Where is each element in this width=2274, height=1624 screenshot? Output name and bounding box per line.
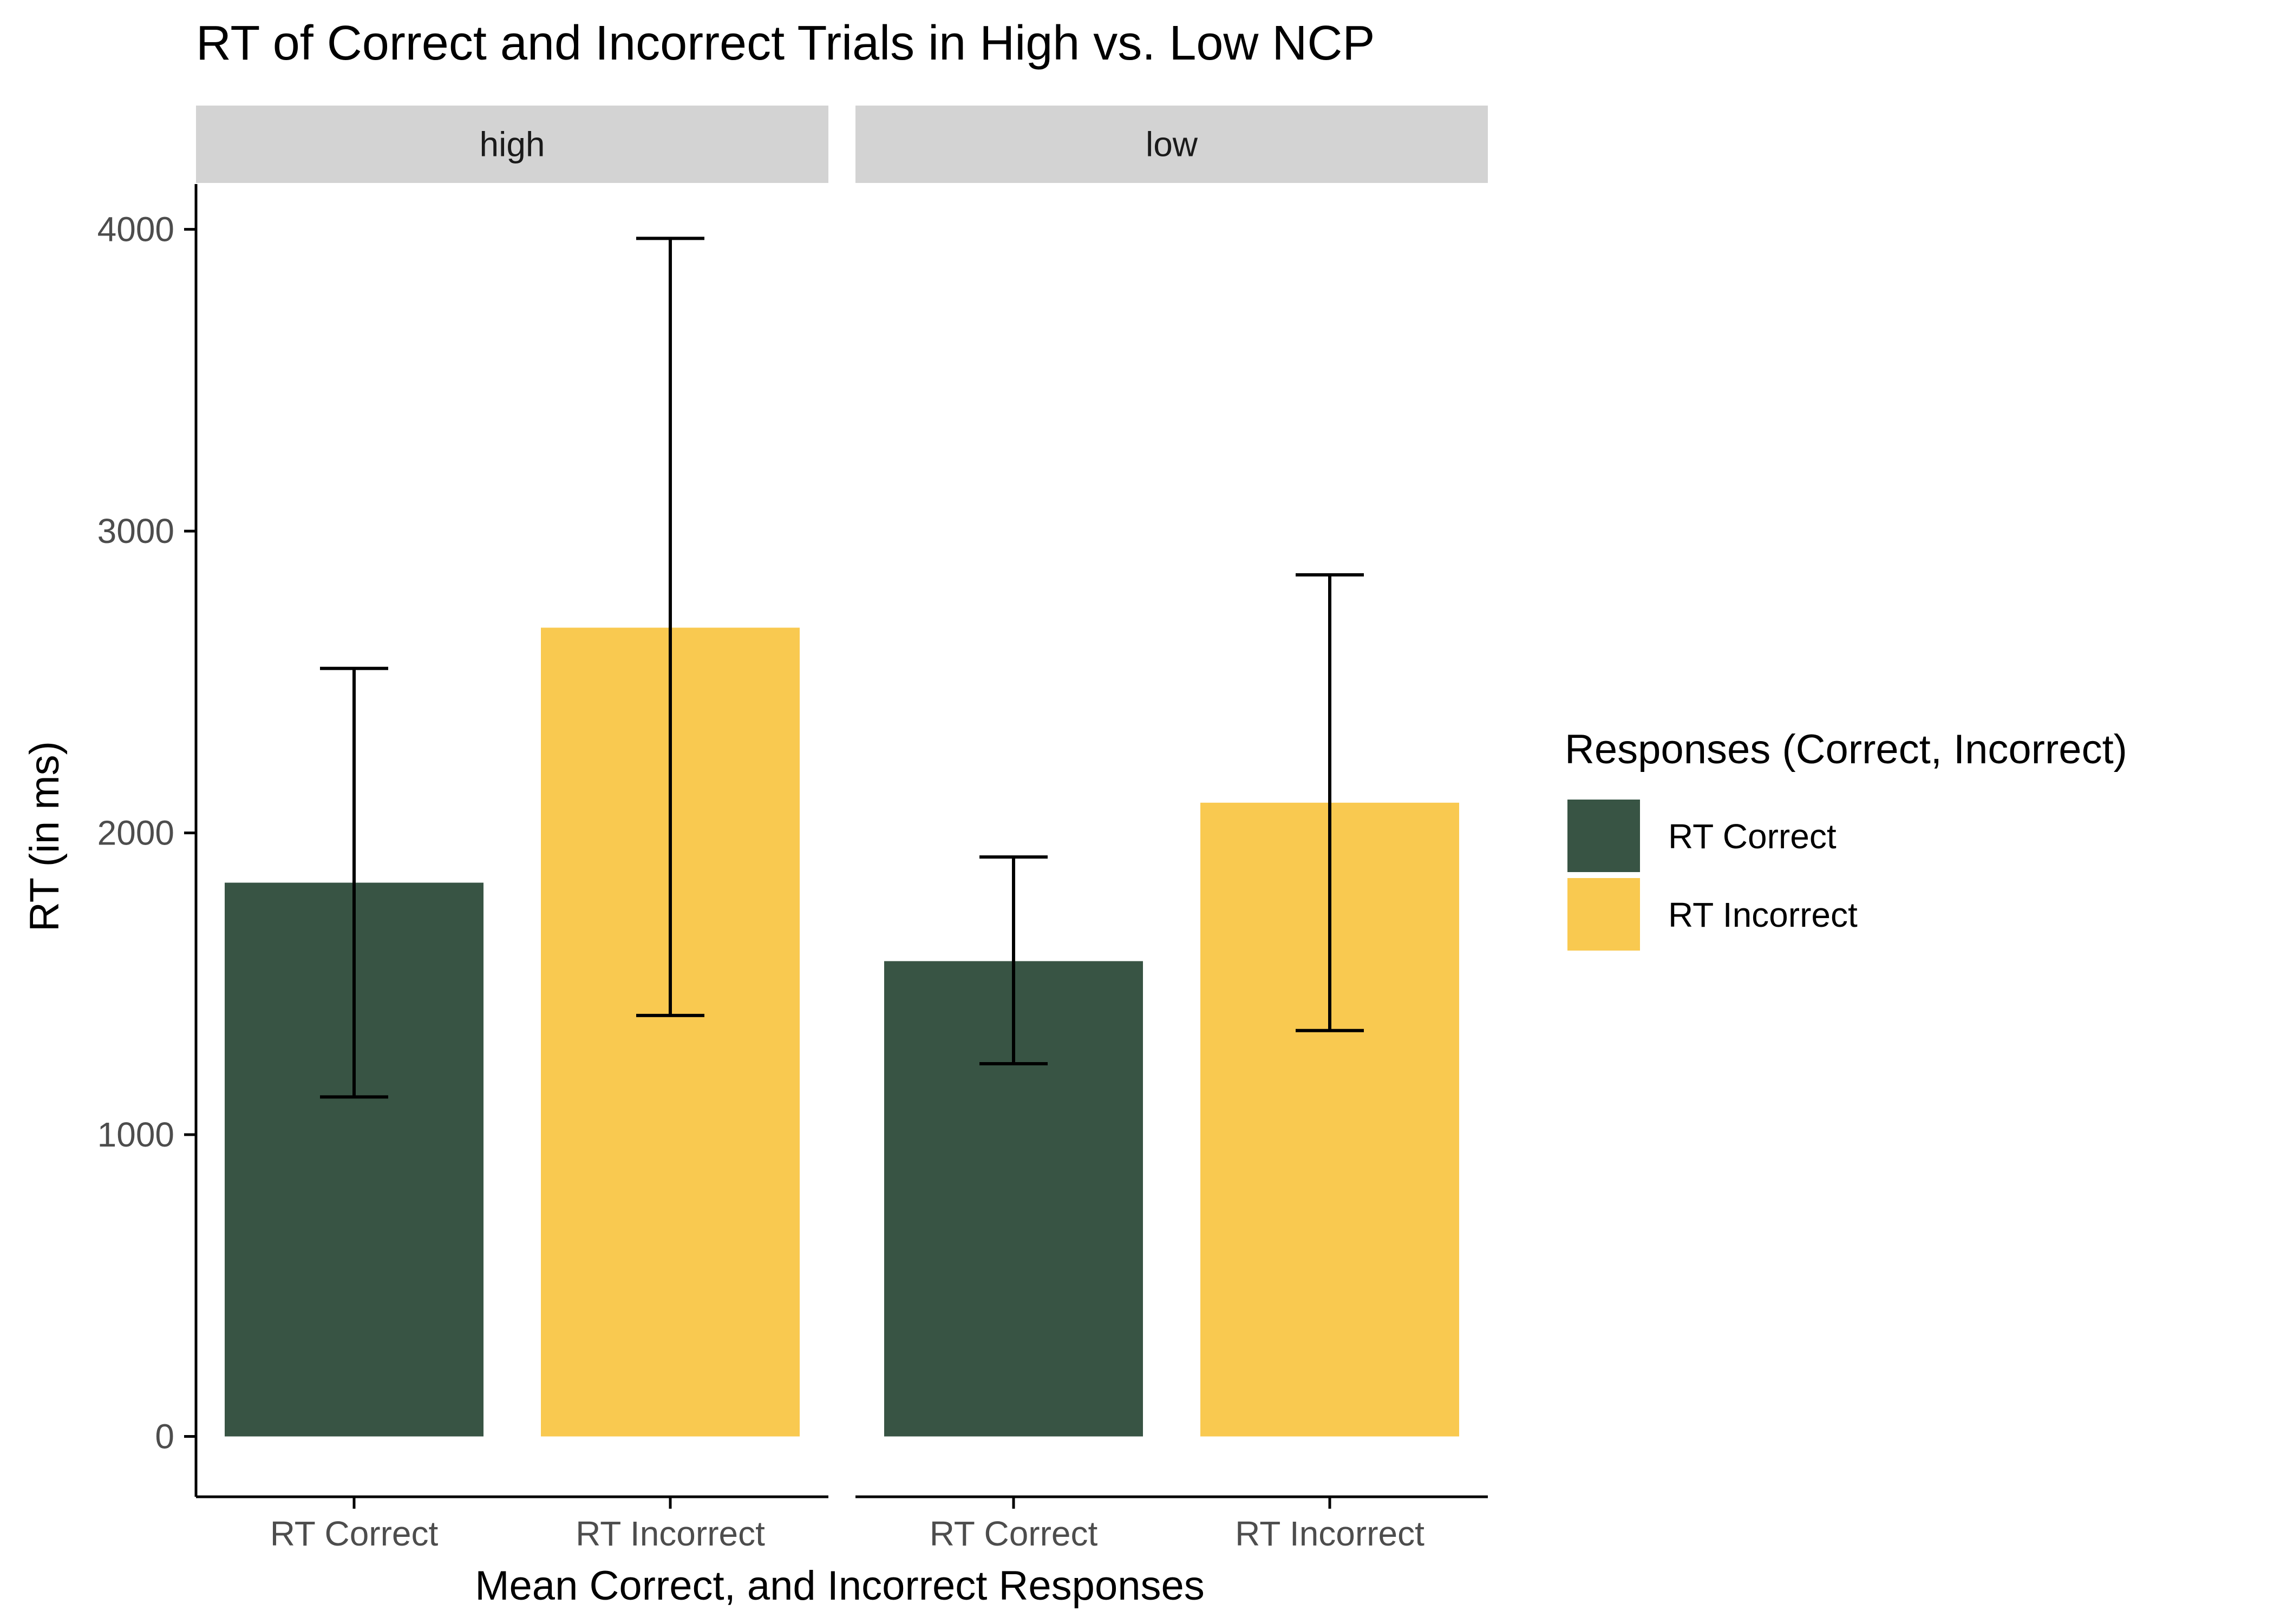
- chart-title: RT of Correct and Incorrect Trials in Hi…: [196, 16, 1375, 70]
- facet-panels: high RT Correct RT Incorrect low RT Correct R…: [196, 106, 1488, 1553]
- y-axis: 0 1000 2000 3000 4000: [97, 184, 198, 1497]
- facet-strip: [196, 106, 828, 183]
- facet-strip-label: high: [480, 125, 545, 164]
- legend-label: RT Correct: [1668, 817, 1837, 856]
- x-tick-label: RT Correct: [930, 1514, 1098, 1553]
- facet-strip-label: low: [1146, 125, 1198, 164]
- legend: Responses (Correct, Incorrect) RT Correc…: [1565, 726, 2127, 953]
- facet-panel-low: low RT Correct RT Incorrect: [855, 106, 1488, 1553]
- x-axis-title: Mean Correct, and Incorrect Responses: [475, 1563, 1205, 1609]
- y-axis-title: RT (in ms): [22, 741, 68, 932]
- y-tick-label: 0: [155, 1417, 174, 1456]
- legend-key: [1565, 876, 1642, 953]
- y-tick-label: 3000: [97, 512, 174, 551]
- facet-panel-high: high RT Correct RT Incorrect: [196, 106, 828, 1553]
- legend-key: [1565, 797, 1642, 874]
- legend-label: RT Incorrect: [1668, 895, 1858, 934]
- x-tick-label: RT Incorrect: [576, 1514, 765, 1553]
- x-tick-label: RT Correct: [270, 1514, 439, 1553]
- legend-title: Responses (Correct, Incorrect): [1565, 726, 2127, 772]
- y-tick-label: 4000: [97, 210, 174, 249]
- y-tick-label: 1000: [97, 1115, 174, 1154]
- x-tick-label: RT Incorrect: [1235, 1514, 1424, 1553]
- facet-strip: [855, 106, 1488, 183]
- y-tick-label: 2000: [97, 814, 174, 853]
